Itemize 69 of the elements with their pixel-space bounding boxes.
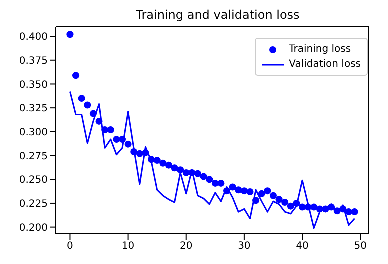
legend-label: Training loss [289, 44, 352, 55]
point [293, 200, 300, 207]
point [113, 136, 120, 144]
y-tick-label: 0.400 [19, 32, 48, 44]
point [252, 197, 260, 204]
point [340, 206, 347, 213]
point [171, 164, 178, 172]
x-tick-label: 0 [67, 241, 74, 252]
point [118, 136, 126, 144]
point [102, 126, 109, 134]
point [229, 184, 236, 191]
point [154, 157, 161, 164]
point [316, 206, 324, 213]
x-tick-label: 10 [122, 241, 135, 252]
point [142, 149, 150, 156]
point [218, 180, 225, 187]
point [148, 156, 156, 164]
point [78, 95, 86, 102]
point [258, 190, 266, 198]
point [322, 206, 330, 213]
y-tick-label: 0.375 [19, 56, 48, 67]
point [177, 166, 184, 174]
y-tick-label: 0.300 [19, 127, 48, 138]
point [270, 192, 277, 200]
y-tick-label: 0.225 [19, 199, 48, 210]
point [334, 208, 341, 215]
point [165, 162, 172, 169]
y-tick-label: 0.350 [19, 80, 48, 91]
point [72, 72, 80, 80]
point [351, 208, 358, 216]
point [235, 186, 242, 194]
point [224, 188, 231, 195]
point [240, 188, 248, 195]
x-tick-label: 30 [238, 241, 251, 252]
point [124, 140, 132, 148]
point [287, 202, 294, 210]
y-tick-label: 0.250 [19, 175, 48, 186]
point [188, 169, 196, 176]
point [206, 176, 214, 184]
x-tick-label: 20 [180, 241, 193, 252]
point [246, 188, 254, 196]
y-tick-label: 0.200 [19, 222, 48, 234]
point [212, 180, 219, 187]
point [160, 160, 167, 167]
point [107, 126, 114, 134]
point [310, 204, 318, 211]
x-tick-label: 50 [354, 241, 367, 252]
point [96, 118, 103, 125]
point [299, 204, 306, 211]
chart-title: Training and validation loss [135, 8, 301, 22]
point [264, 188, 272, 195]
point [345, 208, 352, 216]
point [328, 204, 336, 211]
legend-label: Validation loss [289, 59, 361, 70]
point [200, 173, 208, 180]
point [304, 204, 312, 211]
x-tick-label: 40 [296, 241, 309, 252]
point [182, 169, 190, 176]
point [276, 196, 283, 204]
point [84, 102, 92, 109]
point [282, 199, 289, 206]
y-tick-label: 0.325 [19, 104, 48, 115]
point [90, 110, 97, 118]
point [136, 150, 144, 158]
y-tick-label: 0.275 [19, 151, 48, 162]
point [66, 31, 74, 38]
point [194, 170, 202, 178]
point [130, 148, 138, 156]
line-series [69, 91, 356, 230]
